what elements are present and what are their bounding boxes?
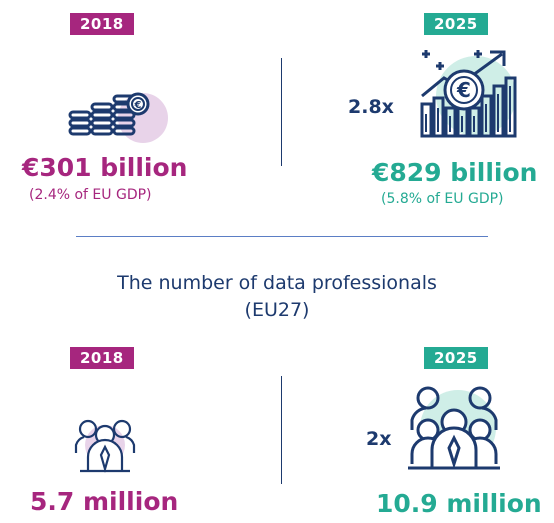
small-group-people-icon (74, 419, 136, 474)
divider-vertical-bottom (281, 376, 282, 484)
euro-growth-chart-icon: € (420, 50, 517, 138)
section-title-line2: (EU27) (244, 299, 310, 321)
revenue-2025-value: €829 billion (372, 158, 538, 187)
revenue-2025-gdp: (5.8% of EU GDP) (381, 191, 504, 207)
year-badge-2018-top: 2018 (70, 13, 134, 35)
revenue-2018-gdp: (2.4% of EU GDP) (29, 187, 152, 203)
year-badge-2025-top: 2025 (424, 13, 488, 35)
revenue-2018-value: €301 billion (22, 153, 188, 182)
professionals-2018-value: 5.7 million (30, 487, 179, 516)
section-title-line1: The number of data professionals (117, 272, 437, 294)
svg-text:€: € (134, 100, 142, 111)
svg-text:€: € (456, 78, 471, 102)
multiplier-bottom: 2x (366, 428, 392, 450)
divider-vertical-top (281, 58, 282, 166)
large-group-people-icon (408, 386, 500, 470)
professionals-2025-value: 10.9 million (376, 489, 542, 518)
year-badge-2025-bottom: 2025 (424, 347, 488, 369)
multiplier-top: 2.8x (348, 96, 394, 118)
year-badge-2018-bottom: 2018 (70, 347, 134, 369)
divider-horizontal (76, 236, 488, 237)
coin-stacks-icon: € (68, 92, 168, 143)
